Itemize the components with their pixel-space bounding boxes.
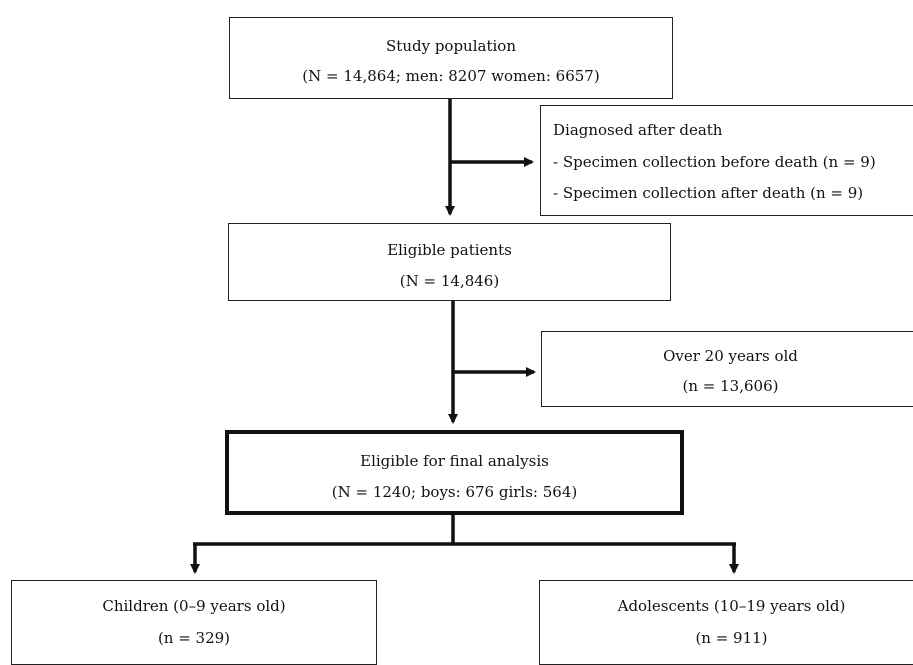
final-analysis-detail: (N = 1240; boys: 676 girls: 564) <box>331 483 578 501</box>
diagnosed-after-death-box: Diagnosed after death - Specimen collect… <box>540 105 913 216</box>
adolescents-box: Adolescents (10–19 years old) (n = 911) <box>539 580 913 665</box>
study-population-title: Study population <box>386 37 516 55</box>
eligible-patients-detail: (N = 14,846) <box>399 272 500 290</box>
final-analysis-box: Eligible for final analysis (N = 1240; b… <box>225 430 684 515</box>
children-box: Children (0–9 years old) (n = 329) <box>11 580 377 665</box>
adolescents-title: Adolescents (10–19 years old) <box>617 597 846 615</box>
children-title: Children (0–9 years old) <box>102 597 286 615</box>
study-population-detail: (N = 14,864; men: 8207 women: 6657) <box>302 67 600 85</box>
over-20-detail: (n = 13,606) <box>682 377 779 395</box>
eligible-patients-box: Eligible patients (N = 14,846) <box>228 223 671 301</box>
specimen-after-death-item: - Specimen collection after death (n = 9… <box>553 184 864 202</box>
final-analysis-title: Eligible for final analysis <box>360 452 549 470</box>
over-20-box: Over 20 years old (n = 13,606) <box>541 331 913 407</box>
diagnosed-after-death-title: Diagnosed after death <box>553 121 723 139</box>
adolescents-detail: (n = 911) <box>695 629 768 647</box>
children-detail: (n = 329) <box>157 629 231 647</box>
study-population-box: Study population (N = 14,864; men: 8207 … <box>229 17 673 99</box>
specimen-before-death-item: - Specimen collection before death (n = … <box>553 153 876 171</box>
over-20-title: Over 20 years old <box>663 347 798 365</box>
eligible-patients-title: Eligible patients <box>387 241 512 259</box>
